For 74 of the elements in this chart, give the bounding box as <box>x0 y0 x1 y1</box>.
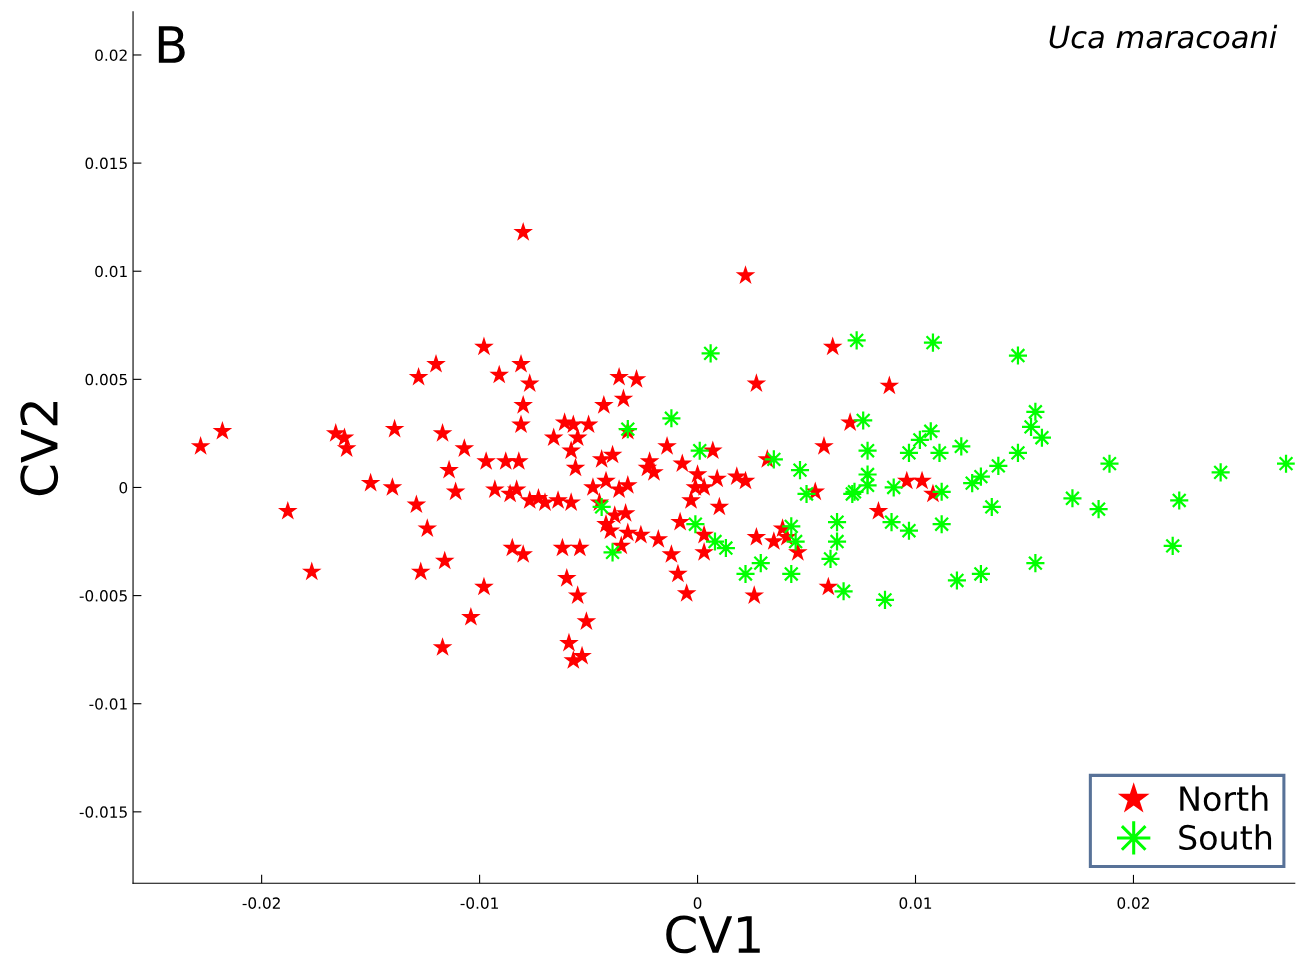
point <box>591 496 612 518</box>
point <box>874 589 896 611</box>
point <box>704 531 726 552</box>
point <box>833 581 854 602</box>
y-tick-label: -0.005 <box>79 590 127 602</box>
y-tick-label: 0.015 <box>85 157 127 170</box>
point <box>700 343 721 364</box>
point <box>1275 453 1295 474</box>
point <box>1210 462 1231 483</box>
point <box>970 466 992 487</box>
point <box>846 330 867 351</box>
point <box>1099 453 1120 474</box>
point <box>1025 553 1046 574</box>
point <box>857 475 878 496</box>
point <box>735 563 756 585</box>
point <box>946 570 968 591</box>
point <box>826 511 848 533</box>
point <box>661 408 682 429</box>
point <box>1169 490 1190 511</box>
y-tick-label: 0.01 <box>95 265 127 278</box>
point <box>970 563 992 585</box>
point <box>857 440 878 461</box>
x-axis-title: CV1 <box>666 915 760 954</box>
point <box>853 410 874 431</box>
point <box>715 537 737 559</box>
x-tick-label: 0 <box>693 897 702 909</box>
y-tick-label: 0.005 <box>85 373 127 386</box>
x-tick-label: 0.01 <box>899 897 932 909</box>
legend-label: South <box>1179 824 1272 851</box>
annotation: Uca maracoani <box>1049 24 1278 49</box>
point <box>962 472 983 494</box>
point <box>1162 535 1183 557</box>
x-tick-label: 0.02 <box>1117 897 1149 909</box>
point <box>1020 416 1042 438</box>
point <box>1031 427 1053 448</box>
point <box>931 514 952 535</box>
point <box>820 548 841 569</box>
point <box>763 449 784 470</box>
point <box>929 442 950 464</box>
point <box>1007 442 1029 464</box>
point <box>898 520 920 541</box>
point <box>931 481 952 502</box>
y-axis-title: CV2 <box>20 402 59 496</box>
annotation: B <box>158 26 185 63</box>
y-tick-label: 0.02 <box>95 49 127 61</box>
y-tick-label: 0 <box>119 481 128 494</box>
point <box>988 455 1009 477</box>
point <box>789 460 811 481</box>
point <box>785 531 806 552</box>
point <box>685 514 706 535</box>
point <box>781 563 802 585</box>
point <box>922 332 944 353</box>
point <box>1007 345 1029 366</box>
legend-label: North <box>1180 785 1268 812</box>
point <box>1088 498 1109 520</box>
point <box>898 442 920 464</box>
point <box>1025 401 1046 422</box>
point <box>920 421 941 442</box>
point <box>689 440 710 461</box>
point <box>602 542 623 563</box>
point <box>881 511 902 533</box>
point <box>883 477 904 498</box>
y-tick-label: -0.015 <box>79 806 127 818</box>
point <box>796 483 817 505</box>
point <box>951 436 972 457</box>
point <box>750 553 771 574</box>
x-tick-label: -0.01 <box>460 897 498 909</box>
point <box>1062 488 1083 509</box>
y-tick-label: -0.01 <box>89 698 127 710</box>
x-tick-label: -0.02 <box>242 897 280 909</box>
point <box>826 531 848 552</box>
point <box>909 429 931 451</box>
point <box>781 516 802 537</box>
point <box>981 496 1002 518</box>
